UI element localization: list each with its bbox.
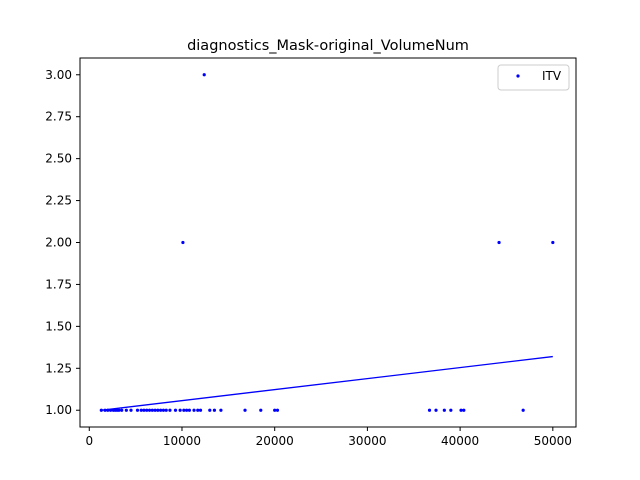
x-tick-label: 40000 (441, 434, 479, 448)
data-point (259, 408, 263, 412)
data-point (139, 408, 143, 412)
y-tick-label: 2.25 (45, 194, 72, 208)
data-point (196, 408, 200, 412)
data-point (124, 408, 128, 412)
data-point (427, 408, 432, 412)
data-point (150, 408, 154, 412)
data-point (120, 408, 124, 412)
data-point (521, 408, 525, 412)
data-point (551, 240, 555, 245)
x-tick-label: 0 (85, 434, 93, 448)
legend: ITV (497, 64, 570, 91)
data-point (181, 240, 185, 245)
data-point (99, 408, 103, 412)
x-tick-label: 10000 (163, 434, 201, 448)
data-point (106, 408, 110, 412)
data-point (202, 73, 206, 77)
data-point (142, 408, 146, 412)
chart-title: diagnostics_Mask-original_VolumeNum (187, 38, 469, 54)
data-point (459, 408, 463, 412)
data-point (497, 240, 501, 245)
x-tick-label: 20000 (256, 434, 294, 448)
legend-box (497, 64, 570, 91)
data-point (212, 408, 217, 412)
data-point (153, 408, 157, 412)
data-point (147, 408, 152, 412)
data-point (164, 408, 168, 412)
data-point (178, 408, 182, 412)
y-axis: 1.00 1.25 1.50 1.75 2.00 2.25 2.50 2.75 3.00 (45, 68, 80, 417)
data-point (173, 408, 178, 412)
data-point (442, 408, 446, 412)
data-point (208, 408, 212, 412)
data-point (117, 408, 121, 412)
data-point (135, 408, 140, 412)
scatter-points (99, 73, 555, 412)
data-point (168, 408, 172, 412)
data-point (185, 408, 189, 412)
data-point (159, 408, 163, 412)
x-axis: 0 10000 20000 30000 40000 50000 (85, 427, 572, 448)
trend-line-group (101, 355, 553, 411)
plot-frame (79, 57, 577, 428)
data-point (192, 408, 196, 412)
data-point (187, 408, 191, 412)
y-tick-label: 2.50 (45, 152, 72, 166)
data-point (198, 408, 203, 412)
y-tick-label: 1.50 (45, 319, 72, 333)
data-point (108, 408, 113, 412)
y-tick-label: 1.75 (45, 277, 72, 291)
data-point (449, 408, 453, 412)
legend-label: ITV (542, 69, 562, 83)
data-point (182, 408, 186, 412)
y-tick-label: 2.00 (45, 236, 72, 250)
data-point (219, 408, 223, 412)
x-tick-label: 30000 (348, 434, 386, 448)
y-tick-label: 1.00 (45, 403, 72, 417)
data-point (243, 408, 247, 412)
legend-marker (516, 74, 520, 78)
data-point (129, 408, 133, 412)
data-point (462, 408, 466, 412)
data-point (273, 408, 277, 412)
data-point (275, 408, 280, 412)
x-tick-label: 50000 (534, 434, 572, 448)
data-point (161, 408, 166, 412)
y-tick-label: 3.00 (45, 68, 72, 82)
data-point (103, 408, 107, 412)
data-point (156, 408, 160, 412)
data-point (434, 408, 438, 412)
y-tick-label: 2.75 (45, 110, 72, 124)
data-point (145, 408, 149, 412)
trend-line (101, 355, 553, 411)
y-tick-label: 1.25 (45, 361, 72, 375)
